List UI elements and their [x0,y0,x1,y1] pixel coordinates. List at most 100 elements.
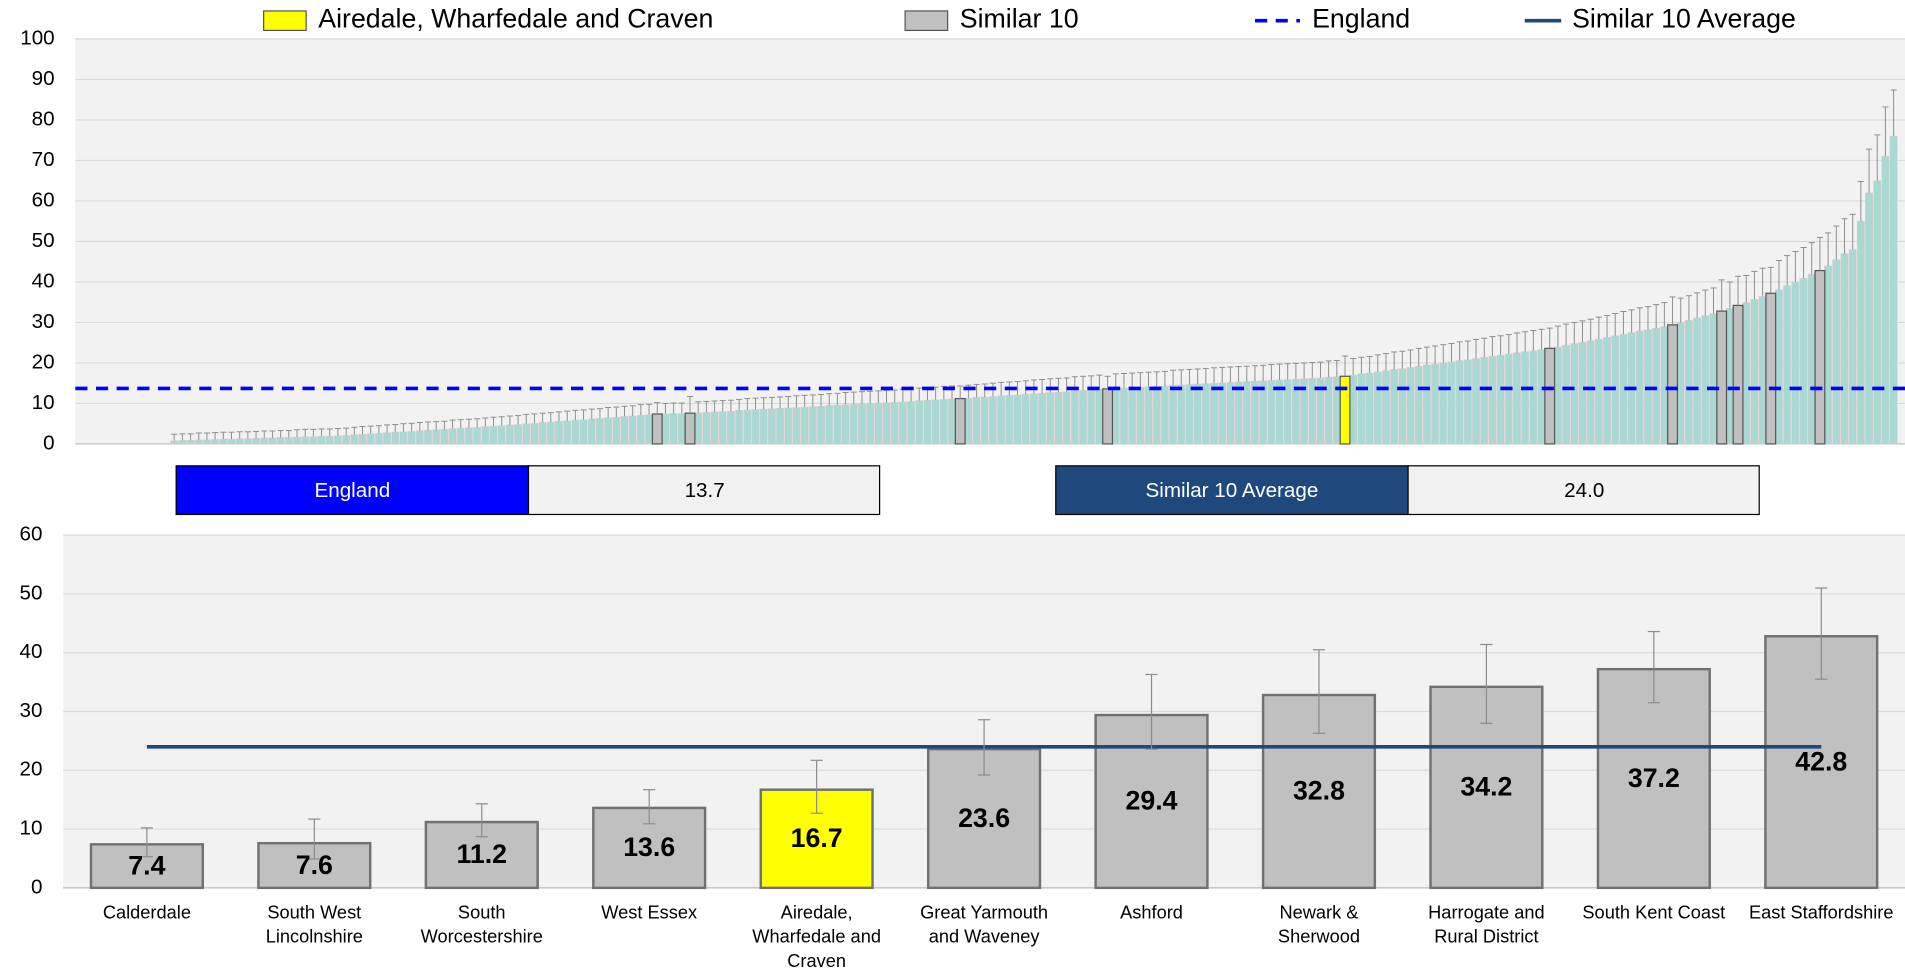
data-label: 7.6 [296,850,333,880]
bar [522,423,531,445]
bar [866,403,875,445]
x-tick-label-box: South Kent Coast [1582,902,1726,924]
legend-swatch [263,10,307,32]
x-tick-label: South Kent Coast [1582,902,1726,924]
bar [203,439,211,445]
bar [1382,370,1390,445]
x-tick-label: Harrogate and Rural District [1428,902,1545,948]
bar [1750,299,1759,445]
bar [399,431,408,445]
bar [587,418,596,445]
bar [661,413,670,445]
x-tick-label-box: Great Yarmouth and Waveney [920,902,1048,947]
data-label: 37.2 [1628,763,1680,793]
bar [1693,317,1702,445]
bar [358,433,367,445]
bar [833,404,842,445]
bar [1873,180,1882,445]
bar [727,410,735,445]
bar [342,435,351,445]
bar [538,422,547,445]
bar [1635,330,1644,445]
y-tick-label: 50 [20,581,43,604]
bar [1742,302,1751,445]
x-tick-label: South Worcestershire [420,902,543,948]
bar [718,411,727,445]
bar [1152,386,1161,445]
highlight-bar [1102,388,1114,445]
bar [1111,388,1120,445]
bar [1013,394,1022,445]
bar [1799,278,1808,445]
bar [1128,387,1137,445]
bar [1701,315,1710,445]
legend-label: Similar 10 [960,4,1079,34]
bar [669,413,678,445]
bar [497,425,506,445]
bar [604,417,613,445]
bar [1807,273,1816,445]
data-label: 23.6 [958,803,1010,833]
bar [1725,308,1734,445]
bar [383,432,391,445]
data-label: 11.2 [457,839,508,869]
y-tick-label: 0 [43,431,54,454]
bar [1775,289,1783,445]
bar [407,431,416,445]
bar [1783,285,1792,445]
bar [1136,386,1145,445]
bar [309,436,318,445]
bar [317,435,326,445]
bar [465,427,473,445]
bar [1586,340,1595,445]
info-value-box [1407,465,1760,516]
bar [915,400,924,445]
y-tick-label: 10 [20,817,43,840]
bar [186,440,195,445]
bar [1087,389,1096,445]
y-tick-label: 20 [32,350,55,373]
bar [1521,351,1530,445]
legend-swatch [904,10,949,32]
bar [1062,391,1071,445]
x-tick-label: Calderdale [102,902,191,924]
bar [1676,322,1685,445]
bar [1226,382,1235,445]
bar [1660,326,1669,445]
bar [276,437,285,445]
bar [489,425,498,445]
bar [694,412,703,445]
bar [374,433,383,445]
bar [1406,367,1415,445]
bar [612,416,621,445]
bar [907,401,916,445]
bar [1234,381,1243,445]
bar [759,408,768,445]
info-value: 24.0 [1564,479,1604,502]
bar [1848,249,1857,445]
bar [858,403,866,445]
bar [1218,382,1227,445]
bar [268,437,277,445]
bar [1005,395,1014,445]
bar [1357,373,1366,445]
bar [1472,358,1480,445]
bar [776,408,785,445]
bar [170,440,179,445]
bar [1709,313,1718,445]
y-tick-label: 40 [32,269,55,292]
y-tick-label: 50 [32,229,55,252]
x-tick-label: Newark & Sherwood [1277,902,1360,948]
x-tick-label-box: East Staffordshire [1749,902,1894,923]
bar [792,407,801,445]
bar [1422,364,1431,445]
legend-label: England [1312,4,1410,34]
bar [227,438,236,445]
y-tick-label: 30 [32,310,55,333]
bar [1758,296,1767,445]
bar [948,398,956,445]
bar [989,396,997,445]
bar [1652,327,1661,445]
highlight-bar [1732,304,1744,445]
